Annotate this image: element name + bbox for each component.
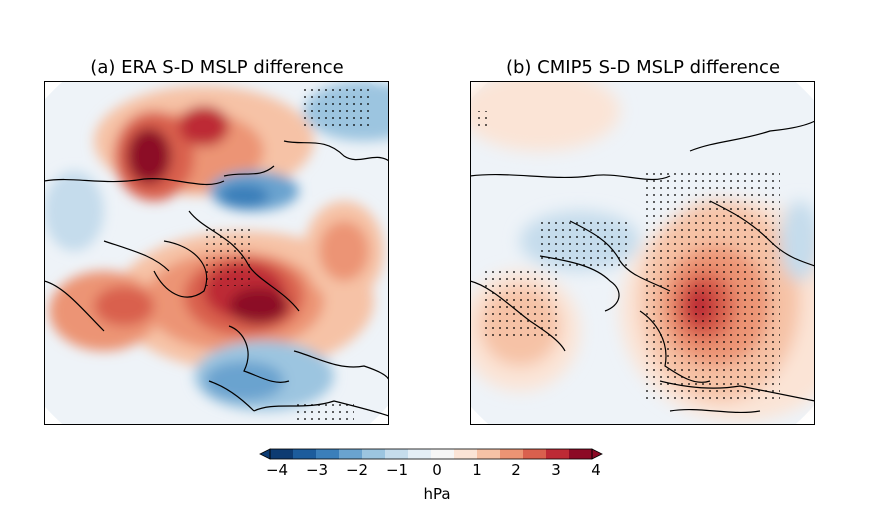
panel-b-frame: [470, 81, 815, 425]
colorbar-cell: [523, 449, 547, 459]
colorbar-extend-low: [259, 448, 271, 460]
colorbar-cell: [293, 449, 317, 459]
colorbar-tick-label: −2: [345, 461, 369, 479]
colorbar-cell: [270, 449, 294, 459]
colorbar-tick-label: −1: [385, 461, 409, 479]
colorbar-cell: [500, 449, 524, 459]
colorbar-extend-high: [591, 448, 603, 460]
panel-a-title: (a) ERA S-D MSLP difference: [90, 57, 344, 78]
colorbar-cell: [454, 449, 478, 459]
colorbar-tick-label: 4: [591, 461, 601, 479]
panel-b-map: [470, 81, 815, 425]
colorbar-tick-label: 0: [432, 461, 442, 479]
colorbar-cell: [385, 449, 409, 459]
panel-b-title: (b) CMIP5 S-D MSLP difference: [505, 57, 781, 78]
panel-a-frame: [44, 81, 389, 425]
colorbar-tick-label: 2: [511, 461, 521, 479]
colorbar-cell: [408, 449, 432, 459]
colorbar-cell: [569, 449, 593, 459]
panel-b-field: [470, 81, 815, 425]
panel-a-field: [44, 81, 389, 425]
colorbar-tick-label: 3: [551, 461, 561, 479]
colorbar-tick-label: −4: [265, 461, 289, 479]
colorbar-tick-label: −3: [305, 461, 329, 479]
colorbar-cell: [546, 449, 570, 459]
colorbar-cell: [431, 449, 455, 459]
colorbar-unit: hPa: [423, 485, 451, 503]
colorbar: [259, 448, 603, 460]
colorbar-tick-label: 1: [472, 461, 482, 479]
colorbar-cell: [339, 449, 363, 459]
colorbar-cell: [477, 449, 501, 459]
colorbar-cell: [316, 449, 340, 459]
colorbar-frame: [269, 448, 593, 460]
panel-a-map: [44, 81, 389, 425]
colorbar-cell: [362, 449, 386, 459]
